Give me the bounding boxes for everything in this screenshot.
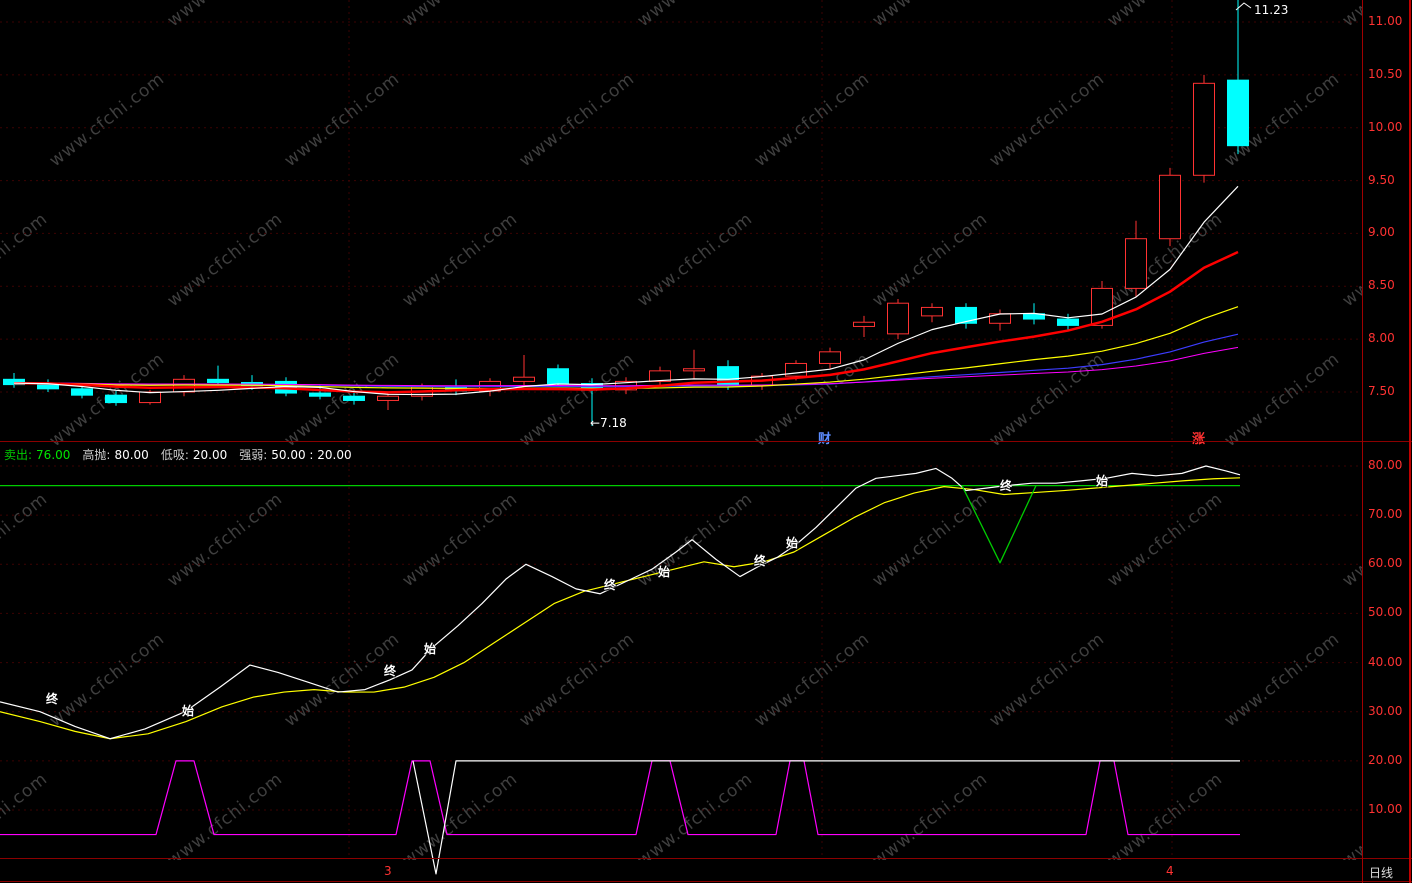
- price-axis-label: 8.00: [1368, 331, 1395, 346]
- turning-point-label: 始: [182, 704, 195, 718]
- indicator-axis-label: 10.00: [1368, 802, 1403, 816]
- candle-body: [1057, 318, 1079, 326]
- indicator-param-label: 卖出:: [4, 448, 33, 462]
- candle-body: [649, 370, 671, 382]
- indicator-param-value: 50.00 : 20.00: [271, 448, 352, 462]
- low-price-annotation: ←7.18: [590, 416, 627, 430]
- candle-body: [105, 394, 127, 404]
- candle-body: [887, 302, 909, 335]
- turning-point-label: 终: [384, 664, 397, 678]
- price-axis-label: 10.50: [1368, 66, 1403, 81]
- indicator-series-low-magenta: [0, 760, 1240, 836]
- month-tick-label: 4: [1166, 864, 1174, 878]
- turning-point-label: 始: [424, 642, 437, 656]
- panel-divider: [0, 441, 1412, 442]
- candle-body: [1159, 174, 1181, 240]
- candle-body: [377, 395, 399, 401]
- period-label[interactable]: 日线: [1369, 866, 1394, 880]
- candle-body: [207, 378, 229, 383]
- candle-body: [37, 384, 59, 390]
- indicator-series-strength-yellow: [0, 477, 1241, 740]
- candle-body: [3, 378, 25, 386]
- turning-point-label: 始: [786, 536, 799, 550]
- candle-body: [547, 368, 569, 385]
- candle-body: [1227, 79, 1249, 147]
- turning-point-label: 始: [658, 565, 671, 579]
- ma-line-ma10: [13, 250, 1239, 394]
- indicator-axis-label: 50.00: [1368, 605, 1403, 620]
- turning-point-label: 始: [1096, 474, 1109, 488]
- candle-body: [343, 395, 365, 401]
- indicator-param-value: 20.00: [192, 448, 228, 462]
- price-axis-label: 10.00: [1368, 119, 1403, 134]
- turning-point-label: 终: [604, 578, 617, 592]
- price-axis-label: 8.50: [1368, 278, 1395, 293]
- ma-line-ma20: [13, 306, 1239, 390]
- candle-body: [513, 376, 535, 382]
- indicator-param-value: 76.00: [36, 448, 71, 462]
- indicator-axis-label: 70.00: [1368, 507, 1403, 522]
- indicator-series-green-dip: [961, 485, 1037, 564]
- candle-body: [921, 306, 943, 317]
- candle-body: [853, 321, 875, 327]
- candle-body: [139, 391, 161, 404]
- indicator-param-label: 强弱:: [239, 448, 268, 462]
- bottom-axis-line: [0, 858, 1412, 859]
- candle-body: [683, 368, 705, 372]
- price-axis-label: 9.50: [1368, 172, 1395, 187]
- indicator-axis-label: 30.00: [1368, 703, 1403, 718]
- indicator-param-label: 高抛:: [82, 448, 111, 462]
- indicator-param-label: 低吸:: [160, 448, 189, 462]
- ma-line-ma5: [13, 185, 1239, 396]
- indicator-axis-label: 60.00: [1368, 556, 1403, 571]
- indicator-series-floor-white: [412, 760, 1240, 875]
- indicator-params: 卖出: 76.00 高抛: 80.00 低吸: 20.00 强弱: 50.00 : 20.00: [4, 446, 364, 463]
- candle-body: [1091, 287, 1113, 326]
- indicator-param-value: 80.00: [114, 448, 149, 462]
- indicator-axis-label: 80.00: [1368, 458, 1403, 472]
- rise-marker: 涨: [1192, 432, 1206, 447]
- candle-body: [1193, 82, 1215, 176]
- high-price-annotation: 11.23: [1254, 3, 1289, 17]
- candle-body: [71, 388, 93, 396]
- right-border-line: [1409, 0, 1411, 883]
- candle-body: [819, 351, 841, 364]
- candle-body: [309, 392, 331, 397]
- price-axis-label: 7.50: [1368, 383, 1395, 398]
- price-axis-label: 9.00: [1368, 225, 1395, 240]
- price-axis-label: 11.00: [1368, 14, 1403, 28]
- turning-point-label: 终: [46, 692, 59, 706]
- axis-separator-line: [1362, 0, 1363, 883]
- candle-body: [1125, 238, 1147, 289]
- high-annotation-pointer: [1235, 2, 1252, 11]
- indicator-series-strength-white: [0, 465, 1241, 740]
- news-event-marker[interactable]: 财: [818, 432, 832, 447]
- indicator-axis-label: 40.00: [1368, 654, 1403, 669]
- ma-line-ma40: [13, 346, 1239, 387]
- candle-body: [955, 306, 977, 324]
- turning-point-label: 终: [1000, 479, 1013, 493]
- month-tick-label: 3: [384, 864, 392, 878]
- indicator-axis-label: 20.00: [1368, 752, 1403, 767]
- bottom-border-line: [0, 881, 1412, 882]
- turning-point-label: 终: [754, 554, 767, 568]
